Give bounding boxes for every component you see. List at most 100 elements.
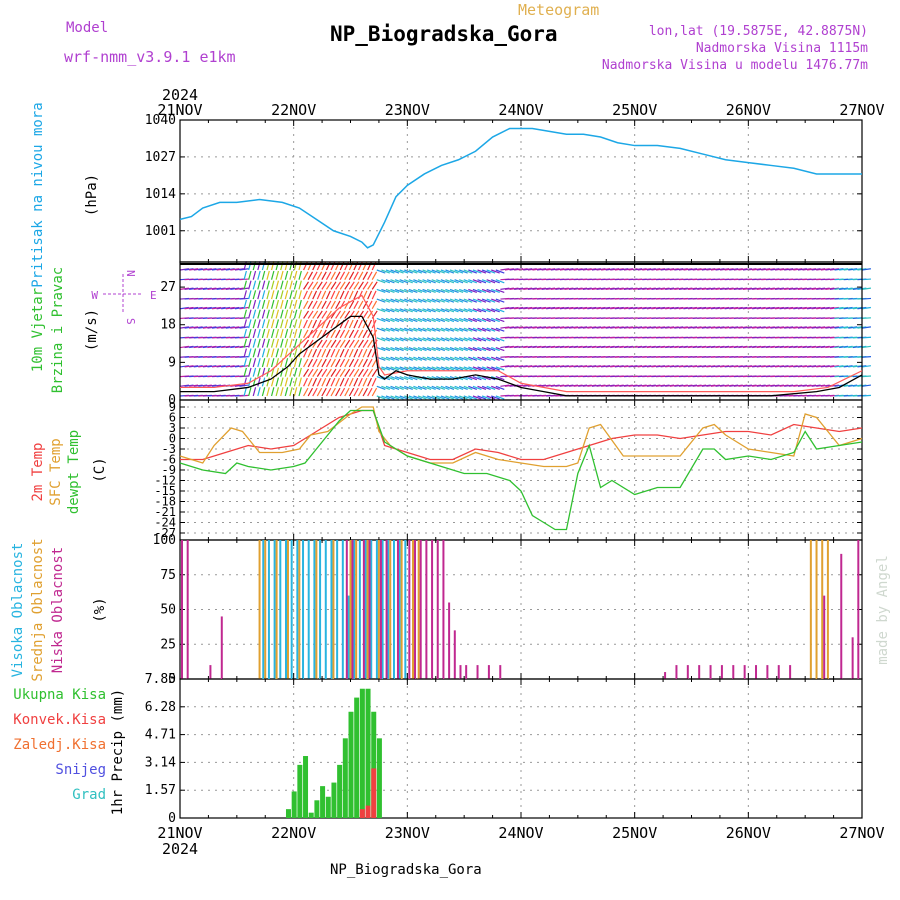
wind-barb xyxy=(765,268,775,271)
wind-barb xyxy=(559,365,569,368)
wind-barb xyxy=(390,376,400,381)
wind-barb xyxy=(335,377,340,387)
wind-barb xyxy=(518,365,528,368)
wind-barb xyxy=(234,345,244,349)
wind-barb xyxy=(325,368,332,377)
wind-barb xyxy=(426,288,436,294)
wind-barb xyxy=(335,387,341,397)
wind-barb xyxy=(399,288,409,294)
wind-barb xyxy=(564,306,574,310)
wind-barb xyxy=(367,348,373,358)
wind-barb xyxy=(248,280,252,290)
wind-barb xyxy=(385,327,395,332)
wind-barb xyxy=(779,326,789,329)
wind-barb xyxy=(619,384,629,387)
wind-barb xyxy=(697,306,707,310)
wind-barb xyxy=(248,367,252,377)
wind-barb xyxy=(344,358,350,368)
wind-barb xyxy=(555,287,565,290)
wind-barb xyxy=(555,345,565,349)
wind-barb xyxy=(761,306,771,310)
precip-legend-label: Konvek.Kisa xyxy=(13,712,106,728)
xtick-label-top: 26NOV xyxy=(726,101,771,119)
wind-barb xyxy=(861,297,872,300)
wind-barb xyxy=(468,346,478,352)
wind-barb xyxy=(270,377,275,387)
wind-barb xyxy=(596,326,606,329)
wind-barb xyxy=(289,261,293,271)
wind-barb xyxy=(266,319,270,329)
wind-barb xyxy=(408,337,418,342)
wind-barb xyxy=(710,345,720,349)
wind-barb xyxy=(230,345,240,349)
wind-barb xyxy=(477,346,487,352)
wind-barb xyxy=(312,368,319,377)
wind-barb xyxy=(270,309,275,319)
wind-barb xyxy=(514,345,524,349)
wind-barb xyxy=(820,306,830,310)
wind-barb xyxy=(468,385,478,390)
wind-barb xyxy=(541,365,551,368)
wind-barb xyxy=(357,329,364,339)
wind-barb xyxy=(357,271,364,280)
wind-barb xyxy=(454,327,464,332)
wind-barb xyxy=(683,365,693,368)
xtick-label-bottom: 26NOV xyxy=(726,824,771,842)
wind-barb xyxy=(747,345,757,349)
wind-barb xyxy=(477,269,487,274)
wind-barb xyxy=(651,287,661,290)
wind-barb xyxy=(770,365,780,368)
wind-barb xyxy=(408,356,418,361)
wind-barb xyxy=(303,281,309,290)
wind-barb xyxy=(298,328,302,339)
cloud-axis-label: Srednja Oblacnost xyxy=(30,538,46,681)
wind-barb xyxy=(293,328,298,339)
wind-barb xyxy=(495,317,505,323)
wind-barb xyxy=(426,279,436,284)
wind-barb xyxy=(852,365,862,368)
wind-barb xyxy=(211,306,222,310)
wind-barb xyxy=(669,268,679,271)
wind-barb xyxy=(477,366,487,371)
wind-barb xyxy=(472,279,482,284)
wind-barb xyxy=(316,387,323,397)
wind-barb xyxy=(280,338,284,348)
wind-barb xyxy=(806,268,817,271)
wind-barb xyxy=(472,288,482,294)
precip-ytick-label: 7.85 xyxy=(145,672,176,687)
wind-barb xyxy=(289,309,293,319)
wind-barb xyxy=(362,300,368,310)
wind-barb xyxy=(261,280,266,290)
wind-barb xyxy=(477,317,487,323)
wind-barb xyxy=(417,395,427,400)
wind-barb xyxy=(710,384,720,387)
wind-barb xyxy=(189,306,199,310)
wind-barb xyxy=(399,269,409,274)
wind-barb xyxy=(353,387,359,397)
wind-barb xyxy=(564,365,574,368)
wind-barb xyxy=(390,269,400,274)
wind-barb xyxy=(472,346,482,352)
wind-barb xyxy=(706,268,716,271)
wind-barb xyxy=(184,326,194,329)
wind-barb xyxy=(248,299,252,309)
wind-barb xyxy=(559,268,569,271)
wind-barb xyxy=(848,345,858,349)
wind-barb xyxy=(610,365,620,368)
wind-barb xyxy=(687,306,698,310)
temp-dewpt-line xyxy=(179,409,863,531)
wind-barb xyxy=(724,345,734,349)
wind-barb xyxy=(491,317,500,323)
wind-barb xyxy=(408,279,418,284)
wind-barb xyxy=(527,268,537,271)
wind-barb xyxy=(303,348,308,358)
cloud-axis-label: Niska Oblacnost xyxy=(50,547,66,673)
wind-barb xyxy=(738,268,748,271)
wind-barb xyxy=(275,319,280,329)
wind-barb xyxy=(293,280,298,290)
wind-barb xyxy=(353,377,359,387)
wind-barb xyxy=(344,271,350,280)
wind-barb xyxy=(568,326,579,329)
wind-barb xyxy=(491,346,500,352)
